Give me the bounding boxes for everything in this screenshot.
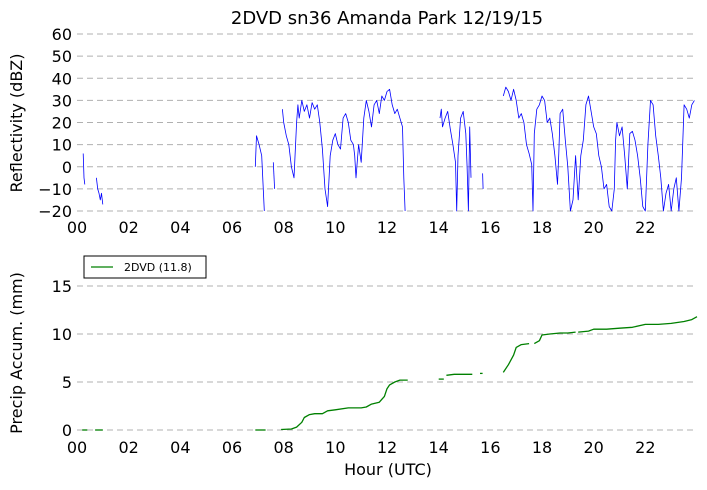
y-tick-label-precip-3: 15 — [52, 277, 72, 296]
y-tick-label-refl-1: −10 — [38, 180, 72, 199]
precip-series-segment-9 — [578, 316, 698, 333]
precip-series-segment-3 — [281, 379, 408, 431]
refl-series-segment-6 — [482, 173, 484, 189]
y-tick-label-refl-7: 50 — [52, 47, 72, 66]
y-ticks-precip: 0 5 10 15 — [52, 277, 72, 440]
x-tick-label-precip-8: 16 — [480, 438, 500, 457]
refl-series-segment-1 — [96, 177, 104, 205]
x-tick-label-refl-1: 02 — [118, 218, 138, 237]
y-tick-label-refl-2: 0 — [62, 158, 72, 177]
precip-series-segment-5 — [446, 373, 473, 376]
x-tick-label-refl-6: 12 — [377, 218, 397, 237]
x-tick-label-precip-4: 08 — [273, 438, 293, 457]
y-tick-label-precip-2: 10 — [52, 325, 72, 344]
x-tick-label-precip-1: 02 — [118, 438, 138, 457]
x-tick-label-refl-5: 10 — [325, 218, 345, 237]
x-axis-label: Hour (UTC) — [344, 460, 432, 479]
y-axis-label-precip: Precip Accum. (mm) — [7, 272, 26, 434]
chart-title: 2DVD sn36 Amanda Park 12/19/15 — [231, 8, 543, 29]
legend-box — [83, 255, 207, 279]
x-tick-label-refl-10: 20 — [583, 218, 603, 237]
x-tick-label-refl-0: 00 — [67, 218, 87, 237]
x-tick-label-refl-2: 04 — [170, 218, 190, 237]
precip-series-segment-8 — [533, 331, 576, 345]
refl-series-segment-0 — [82, 153, 86, 185]
x-tick-label-refl-7: 14 — [428, 218, 448, 237]
x-tick-label-precip-9: 18 — [532, 438, 552, 457]
legend: 2DVD (11.8) — [83, 255, 207, 279]
y-ticks-reflectivity: −20 −10 0 10 20 30 40 50 60 — [38, 25, 72, 221]
y-tick-label-precip-1: 5 — [62, 373, 72, 392]
x-tick-label-refl-8: 16 — [480, 218, 500, 237]
y-tick-label-refl-8: 60 — [52, 25, 72, 44]
y-tick-label-refl-6: 40 — [52, 69, 72, 88]
y-tick-label-refl-0: −20 — [38, 202, 72, 221]
precip-series-segment-7 — [502, 342, 530, 373]
y-tick-label-refl-3: 10 — [52, 136, 72, 155]
refl-series-segment-2 — [254, 135, 265, 212]
x-tick-label-refl-9: 18 — [532, 218, 552, 237]
x-tick-label-precip-11: 22 — [635, 438, 655, 457]
x-tick-label-refl-3: 06 — [222, 218, 242, 237]
x-tick-label-precip-7: 14 — [428, 438, 448, 457]
reflectivity-panel: 2DVD sn36 Amanda Park 12/19/15 Reflectiv… — [7, 8, 697, 237]
y-tick-label-refl-4: 20 — [52, 114, 72, 133]
refl-series-segment-4 — [282, 88, 406, 212]
x-tick-label-precip-5: 10 — [325, 438, 345, 457]
x-tick-label-refl-4: 08 — [273, 218, 293, 237]
y-tick-label-precip-0: 0 — [62, 421, 72, 440]
y-tick-label-refl-5: 30 — [52, 91, 72, 110]
x-tick-label-precip-3: 06 — [222, 438, 242, 457]
x-tick-label-refl-11: 22 — [635, 218, 655, 237]
refl-series-segment-7 — [502, 86, 695, 212]
refl-series-segment-3 — [272, 162, 275, 189]
x-ticks-reflectivity: 00 02 04 06 08 10 12 14 16 18 20 22 — [67, 218, 656, 237]
y-axis-label-reflectivity: Reflectivity (dBZ) — [7, 54, 26, 193]
x-tick-label-precip-0: 00 — [67, 438, 87, 457]
legend-label-2dvd: 2DVD (11.8) — [124, 261, 192, 274]
x-tick-label-precip-2: 04 — [170, 438, 190, 457]
grid-precip — [77, 285, 697, 431]
reflectivity-series — [82, 86, 695, 212]
precip-series — [82, 316, 698, 431]
refl-series-segment-5 — [439, 108, 472, 212]
x-ticks-precip: 00 02 04 06 08 10 12 14 16 18 20 22 — [67, 438, 656, 457]
grid-reflectivity — [77, 33, 697, 212]
x-tick-label-precip-6: 12 — [377, 438, 397, 457]
x-tick-label-precip-10: 20 — [583, 438, 603, 457]
